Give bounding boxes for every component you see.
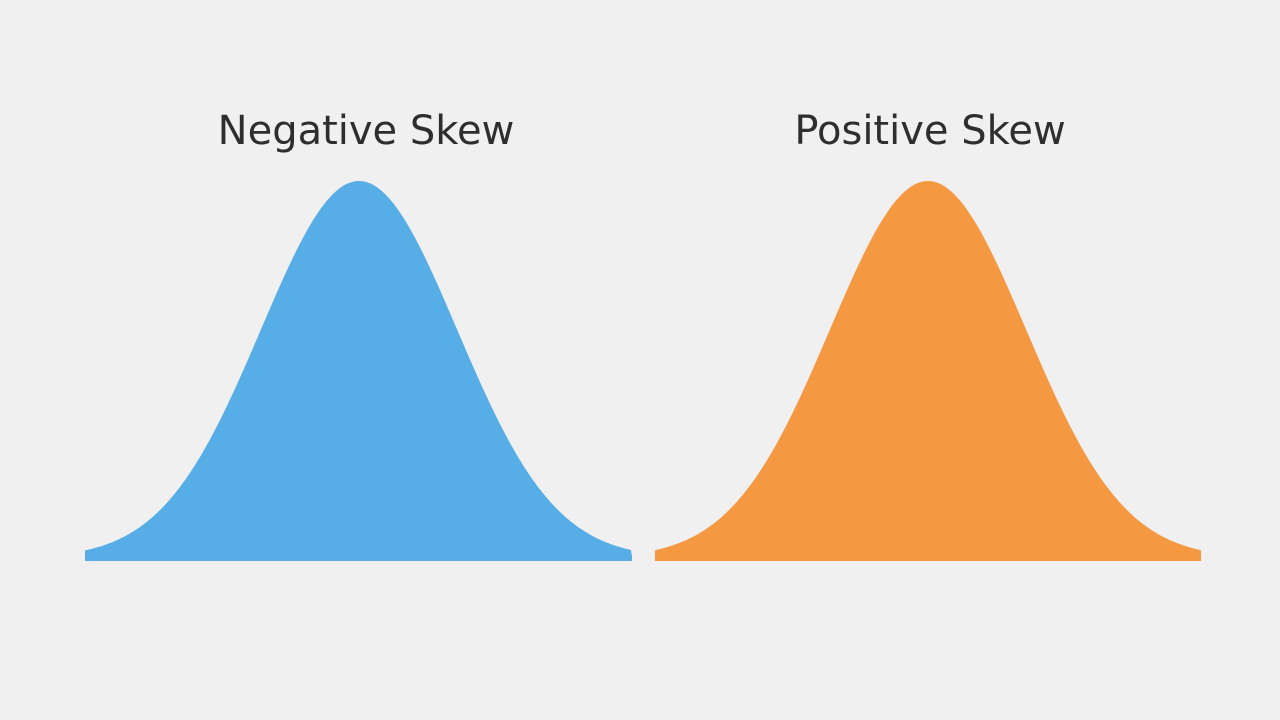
- baseline: [85, 555, 632, 561]
- bell-curve: [655, 181, 1201, 558]
- panel-title: Negative Skew: [218, 108, 515, 154]
- bell-curve: [85, 181, 632, 558]
- panel-title: Positive Skew: [794, 108, 1065, 154]
- baseline: [655, 555, 1201, 561]
